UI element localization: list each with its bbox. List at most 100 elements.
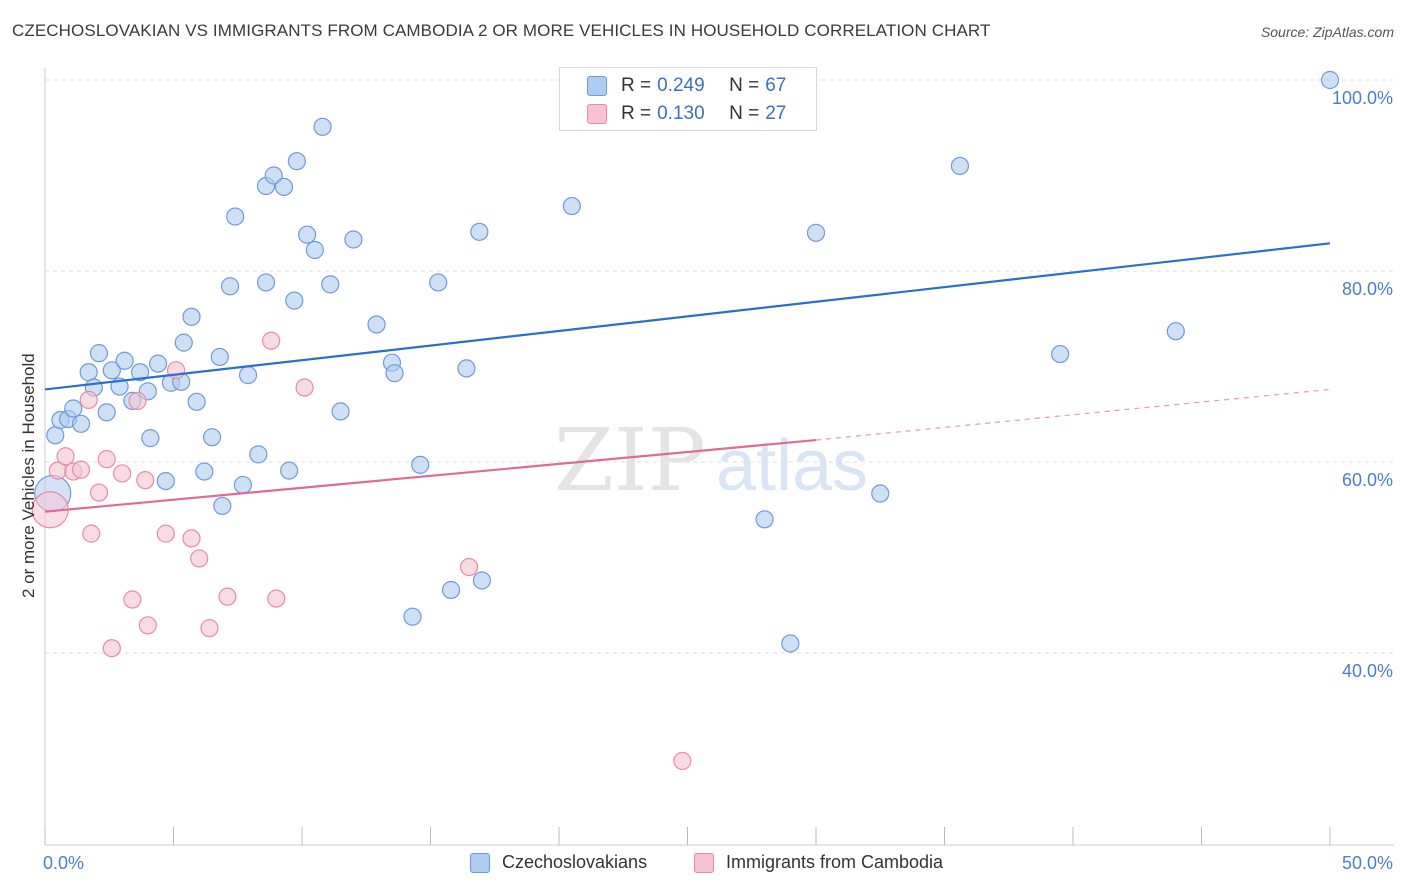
czechoslovakian-point	[213, 496, 232, 516]
legend-n-label: N =	[729, 75, 760, 96]
cambodia-point	[295, 378, 314, 397]
czechoslovakian-point	[331, 402, 350, 421]
legend-r-label: R =	[621, 103, 652, 124]
cambodia-point	[79, 390, 98, 410]
cambodia-point	[459, 557, 479, 577]
czechoslovakian-point	[233, 475, 252, 495]
y-tick-label: 40.0%	[1342, 661, 1393, 681]
cambodia-point	[128, 391, 147, 410]
legend-row-czechoslovakians: R = 0.249 N = 67	[560, 73, 786, 99]
cambodia-point	[218, 587, 237, 606]
cambodia-point	[190, 549, 209, 568]
czechoslovakian-point	[238, 365, 258, 385]
czechoslovakian-point	[130, 363, 150, 382]
legend-swatch-blue	[587, 76, 607, 96]
legend-row-cambodia: R = 0.130 N = 27	[560, 101, 786, 127]
czechoslovakian-point	[344, 230, 363, 249]
czechoslovakian-point	[562, 196, 581, 216]
bottom-legend-swatch-pink	[694, 852, 714, 873]
cambodia-point	[138, 616, 157, 635]
czechoslovakian-point	[141, 429, 160, 448]
tick-labels: 40.0% 60.0% 80.0% 100.0% 0.0% 50.0%	[43, 88, 1393, 873]
czechoslovakian-point	[174, 333, 193, 352]
legend-n-label: N =	[729, 103, 760, 124]
cambodia-point	[112, 464, 132, 483]
czechoslovakian-point	[313, 117, 332, 136]
chart-title: CZECHOSLOVAKIAN VS IMMIGRANTS FROM CAMBO…	[12, 21, 991, 40]
czechoslovakian-point	[367, 315, 386, 334]
legend-swatch-pink	[587, 104, 607, 124]
czechoslovakian-point	[249, 445, 268, 464]
cambodia-point	[262, 331, 281, 350]
cambodia-point	[673, 751, 692, 771]
axes	[44, 68, 1394, 846]
czechoslovakian-point	[298, 225, 317, 244]
czechoslovakian-trend-line	[44, 242, 1331, 391]
source-credit: Source: ZipAtlas.com	[1260, 24, 1394, 40]
czechoslovakian-point	[148, 354, 168, 373]
watermark-atlas: atlas	[716, 426, 868, 506]
czechoslovakian-point	[187, 392, 206, 411]
czechoslovakian-point	[385, 364, 404, 383]
bottom-legend-label: Czechoslovakians	[502, 852, 648, 872]
cambodia-point	[102, 639, 121, 658]
cambodia-point	[56, 447, 75, 466]
czechoslovakian-point	[403, 607, 422, 626]
x-tick-label: 0.0%	[43, 853, 84, 873]
czechoslovakian-point	[305, 240, 324, 260]
cambodia-point	[156, 524, 175, 543]
legend-r-label: R =	[621, 75, 652, 96]
cambodia-trend-extension	[815, 388, 1331, 441]
czechoslovakian-point	[285, 291, 304, 310]
czechoslovakian-point	[280, 461, 299, 480]
czechoslovakian-point	[195, 462, 214, 481]
czechoslovakian-point	[781, 634, 800, 653]
trend-lines	[44, 242, 1331, 513]
czechoslovakian-point	[89, 344, 109, 363]
czechoslovakian-point	[470, 222, 489, 241]
y-tick-label: 100.0%	[1332, 88, 1393, 108]
cambodia-point	[71, 460, 91, 479]
correlation-legend: R = 0.249 N = 67 R = 0.130 N = 27	[559, 67, 817, 131]
czechoslovakian-point	[806, 223, 826, 242]
czechoslovakian-point	[321, 275, 340, 294]
czechoslovakian-point	[182, 307, 201, 326]
czechoslovakian-point	[202, 428, 222, 447]
cambodia-point	[97, 450, 116, 469]
czechoslovakian-point	[256, 273, 276, 292]
czechoslovakian-point	[472, 571, 491, 590]
bottom-legend-czechoslovakians: Czechoslovakians	[470, 852, 647, 873]
legend-n-value: 27	[765, 103, 787, 124]
bottom-legend-swatch-blue	[470, 852, 490, 873]
czechoslovakian-point	[457, 359, 476, 378]
y-tick-label: 80.0%	[1342, 279, 1393, 299]
czechoslovakian-point	[220, 277, 240, 296]
legend-r-value: 0.249	[657, 75, 705, 96]
czechoslovakian-point	[156, 472, 175, 491]
watermark-zip: ZIP	[554, 411, 706, 511]
czechoslovakian-point	[950, 156, 970, 176]
czechoslovakian-point	[429, 273, 448, 292]
y-tick-label: 60.0%	[1342, 470, 1393, 490]
czechoslovakian-point	[441, 580, 461, 600]
czechoslovakian-point	[287, 152, 306, 171]
cambodia-point	[267, 589, 286, 608]
bottom-legend-cambodia: Immigrants from Cambodia	[694, 852, 943, 873]
legend-r-value: 0.130	[657, 103, 705, 124]
x-tick-label: 50.0%	[1342, 853, 1393, 873]
cambodia-point	[82, 524, 101, 543]
czechoslovakian-point	[115, 351, 134, 370]
cambodia-point	[136, 471, 155, 490]
czechoslovakian-point	[46, 426, 65, 445]
czechoslovakian-point	[97, 403, 116, 422]
czechoslovakian-point	[871, 484, 890, 503]
czechoslovakian-point	[411, 455, 430, 474]
czechoslovakian-point	[71, 414, 91, 433]
czechoslovakian-point	[79, 363, 98, 382]
czechoslovakian-point	[102, 361, 121, 380]
czechoslovakian-point	[264, 166, 283, 185]
czechoslovakian-point	[226, 207, 245, 226]
legend-n-value: 67	[765, 75, 787, 96]
cambodia-point	[182, 529, 201, 548]
